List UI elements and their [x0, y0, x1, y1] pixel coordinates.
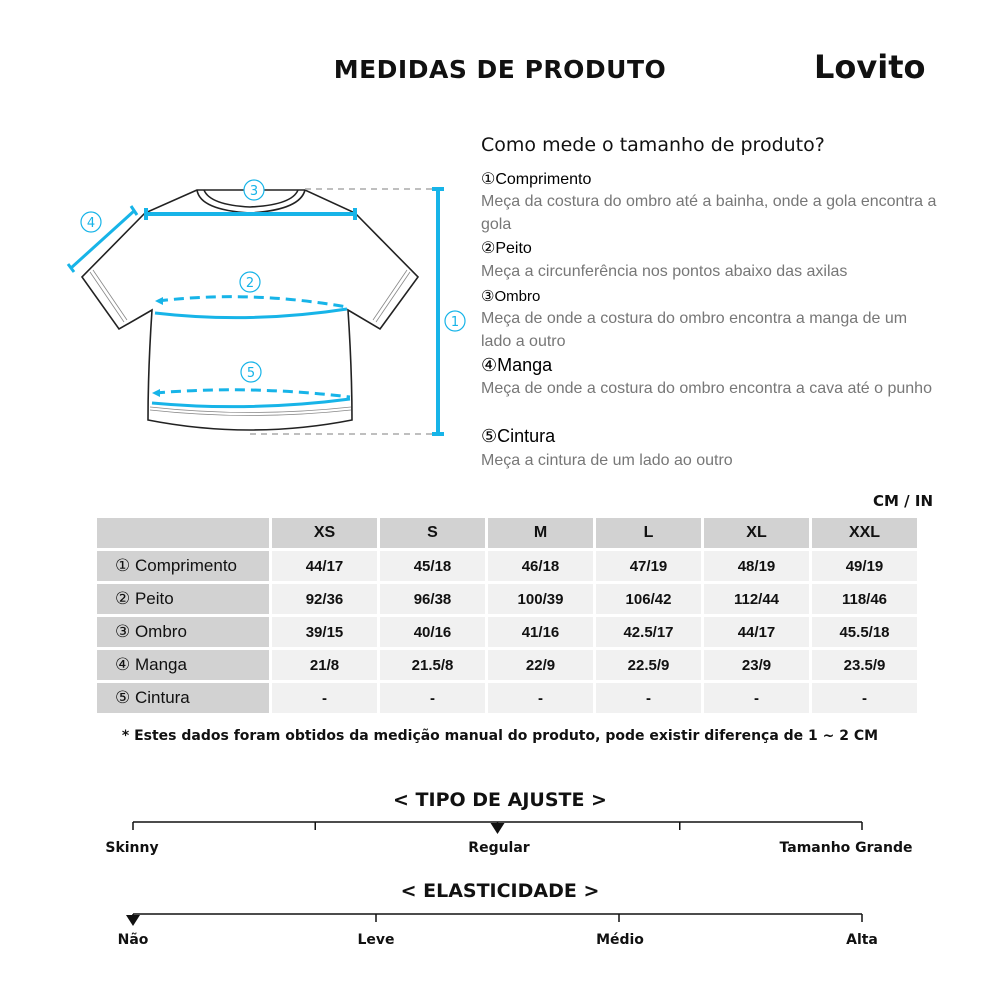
table-cell: 48/19: [704, 551, 809, 581]
guide-desc-shoulder: Meça de onde a costura do ombro encontra…: [481, 310, 908, 350]
fit-label-large: Tamanho Grande: [779, 840, 913, 856]
table-cell: 41/16: [488, 617, 593, 647]
table-cell: 46/18: [488, 551, 593, 581]
size-table: XS S M L XL XXL ① Comprimento 44/17 45/18 4…: [94, 515, 920, 716]
table-cell: -: [704, 683, 809, 713]
table-cell: 22.5/9: [596, 650, 701, 680]
tshirt-outline: [80, 189, 420, 431]
table-cell: 47/19: [596, 551, 701, 581]
table-row: ⑤ Cintura - - - - - -: [97, 683, 917, 713]
svg-text:2: 2: [246, 276, 254, 291]
elasticity-label-medium: Médio: [596, 932, 644, 948]
table-cell: -: [488, 683, 593, 713]
table-row: ② Peito 92/36 96/38 100/39 106/42 112/44 118/4…: [97, 584, 917, 614]
header-blank: [97, 518, 269, 548]
guide-desc-chest: Meça a circunferência nos pontos abaixo …: [481, 263, 848, 280]
table-cell: 45/18: [380, 551, 485, 581]
table-cell: 112/44: [704, 584, 809, 614]
table-cell: -: [596, 683, 701, 713]
table-cell: 42.5/17: [596, 617, 701, 647]
page-title: MEDIDAS DE PRODUTO: [333, 55, 667, 84]
table-row: ③ Ombro 39/15 40/16 41/16 42.5/17 44/17 45.5/1…: [97, 617, 917, 647]
table-cell: -: [812, 683, 917, 713]
table-cell: 96/38: [380, 584, 485, 614]
guide-label-shoulder: ③Ombro: [481, 288, 541, 305]
selected-marker-icon: [490, 823, 505, 834]
table-cell: 49/19: [812, 551, 917, 581]
size-header: L: [596, 518, 701, 548]
table-cell: -: [272, 683, 377, 713]
table-cell: 92/36: [272, 584, 377, 614]
guide-desc-waist: Meça a cintura de um lado ao outro: [481, 452, 733, 469]
row-label: ④ Manga: [97, 650, 269, 680]
elasticity-scale: [126, 913, 863, 926]
svg-text:4: 4: [87, 216, 95, 231]
elasticity-label-high: Alta: [846, 932, 878, 948]
table-cell: 21/8: [272, 650, 377, 680]
guide-label-chest: ②Peito: [481, 240, 532, 257]
elasticity-title: < ELASTICIDADE >: [400, 880, 600, 902]
tshirt-diagram: 3 2 5 4 1: [66, 179, 466, 436]
table-cell: 23.5/9: [812, 650, 917, 680]
table-cell: 100/39: [488, 584, 593, 614]
table-cell: 44/17: [272, 551, 377, 581]
units-label: CM / IN: [873, 492, 933, 510]
svg-text:1: 1: [451, 315, 459, 330]
sleeve-line: [69, 209, 136, 270]
elasticity-label-light: Leve: [357, 932, 395, 948]
measure-lines: [66, 187, 444, 436]
table-cell: -: [380, 683, 485, 713]
fit-title: < TIPO DE AJUSTE >: [393, 789, 607, 811]
fit-scale: [132, 821, 863, 834]
size-header: S: [380, 518, 485, 548]
table-cell: 45.5/18: [812, 617, 917, 647]
selected-marker-icon: [126, 915, 140, 926]
guide-question: Como mede o tamanho de produto?: [481, 134, 825, 156]
elasticity-label-none: Não: [117, 932, 149, 948]
table-row: ④ Manga 21/8 21.5/8 22/9 22.5/9 23/9 23.5/9: [97, 650, 917, 680]
guide-desc-sleeve: Meça de onde a costura do ombro encontra…: [481, 380, 932, 397]
size-header: XL: [704, 518, 809, 548]
table-row: ① Comprimento 44/17 45/18 46/18 47/19 48/19 49…: [97, 551, 917, 581]
fit-label-regular: Regular: [468, 840, 530, 856]
table-cell: 106/42: [596, 584, 701, 614]
fit-label-skinny: Skinny: [105, 840, 159, 856]
row-label: ② Peito: [97, 584, 269, 614]
svg-text:3: 3: [250, 184, 258, 199]
brand-logo: Lovito: [814, 48, 926, 86]
row-label: ⑤ Cintura: [97, 683, 269, 713]
row-label: ③ Ombro: [97, 617, 269, 647]
waist-line: [151, 397, 351, 409]
guide-label-sleeve: ④Manga: [481, 355, 553, 375]
size-header: XXL: [812, 518, 917, 548]
table-cell: 118/46: [812, 584, 917, 614]
table-cell: 21.5/8: [380, 650, 485, 680]
guide-desc-length: Meça da costura do ombro até a bainha, o…: [481, 193, 937, 233]
measurement-note: * Estes dados foram obtidos da medição m…: [121, 728, 879, 744]
guide-label-waist: ⑤Cintura: [481, 426, 556, 446]
table-header-row: XS S M L XL XXL: [97, 518, 917, 548]
table-cell: 23/9: [704, 650, 809, 680]
row-label: ① Comprimento: [97, 551, 269, 581]
table-cell: 40/16: [380, 617, 485, 647]
size-header: M: [488, 518, 593, 548]
table-cell: 44/17: [704, 617, 809, 647]
table-cell: 39/15: [272, 617, 377, 647]
size-header: XS: [272, 518, 377, 548]
chest-line: [154, 307, 348, 320]
guide-label-length: ①Comprimento: [481, 171, 592, 188]
table-cell: 22/9: [488, 650, 593, 680]
svg-text:5: 5: [247, 366, 255, 381]
